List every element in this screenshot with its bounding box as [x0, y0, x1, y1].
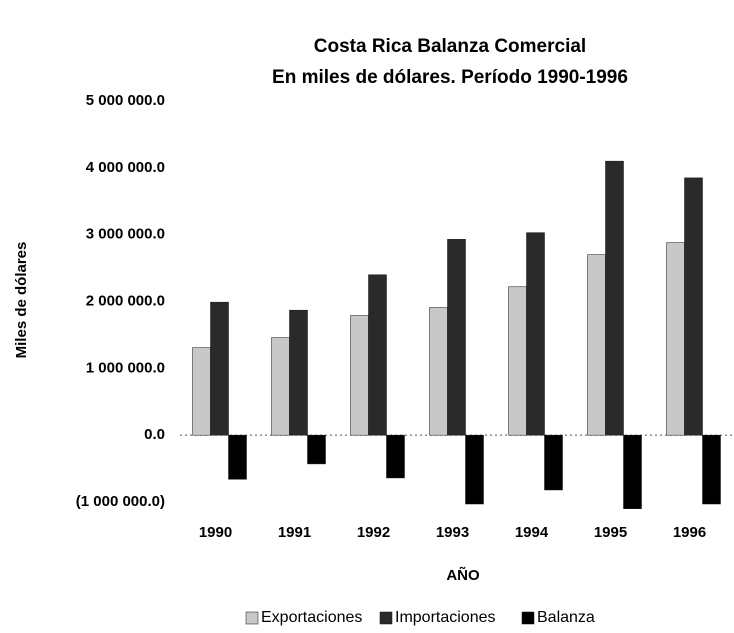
bar [350, 315, 369, 436]
y-tick-label: 3 000 000.0 [86, 226, 165, 243]
bar [429, 307, 448, 436]
bar [307, 434, 326, 465]
x-tick-label: 1990 [199, 524, 232, 541]
legend-swatch [245, 611, 259, 625]
y-axis-label: Miles de dólares [13, 242, 30, 359]
legend-label: Exportaciones [261, 609, 362, 626]
bar [587, 254, 606, 436]
chart-title: Costa Rica Balanza Comercial [314, 36, 586, 57]
x-tick-label: 1995 [594, 524, 627, 541]
bar [289, 309, 308, 436]
y-tick-label: (1 000 000.0) [76, 493, 165, 510]
chart-subtitle: En miles de dólares. Período 1990-1996 [272, 67, 628, 88]
bar [508, 286, 527, 436]
y-tick-label: 4 000 000.0 [86, 159, 165, 176]
y-tick-label: 2 000 000.0 [86, 292, 165, 309]
bar [702, 434, 721, 505]
y-tick-label: 1 000 000.0 [86, 359, 165, 376]
y-tick-label: 5 000 000.0 [86, 92, 165, 109]
bar [386, 434, 405, 479]
bar [605, 160, 624, 436]
bar [368, 274, 387, 436]
bar [684, 177, 703, 436]
bar [228, 434, 247, 480]
legend-swatch [521, 611, 535, 625]
x-tick-label: 1993 [436, 524, 469, 541]
x-tick-label: 1992 [357, 524, 390, 541]
x-tick-label: 1991 [278, 524, 311, 541]
bar [210, 301, 229, 436]
legend-swatch [379, 611, 393, 625]
bar [447, 239, 466, 436]
bar [526, 232, 545, 436]
bar [192, 347, 211, 436]
bar [623, 434, 642, 509]
bar [465, 434, 484, 505]
legend-label: Importaciones [395, 609, 496, 626]
y-tick-label: 0.0 [144, 426, 165, 443]
bar [271, 337, 290, 436]
bar [666, 242, 685, 436]
legend-label: Balanza [537, 609, 595, 626]
x-tick-label: 1996 [673, 524, 706, 541]
bar [544, 434, 563, 491]
x-axis-label: AÑO [446, 566, 480, 584]
x-tick-label: 1994 [515, 524, 549, 541]
